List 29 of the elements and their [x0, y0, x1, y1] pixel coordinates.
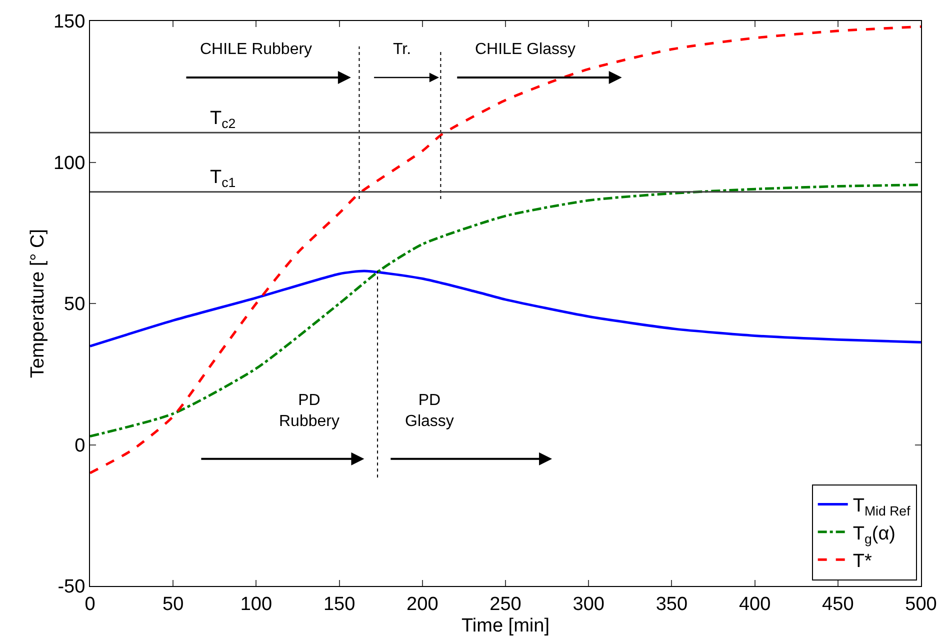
annotation: PD Rubbery: [279, 392, 340, 430]
annotation: PD Glassy: [405, 392, 454, 430]
y-tick-label: -50: [58, 576, 86, 598]
x-tick-label: 250: [490, 594, 522, 615]
x-tick-label: 50: [162, 594, 184, 615]
legend-label: T*: [852, 551, 872, 572]
annotation: CHILE Rubbery: [200, 41, 312, 58]
annotation: Tr.: [393, 41, 412, 58]
legend-label: T$_{g}$(α): [852, 523, 896, 546]
x-axis-title: Time [min]: [462, 616, 550, 637]
x-tick-label: 350: [656, 594, 688, 615]
x-tick-label: 150: [323, 594, 356, 615]
y-axis-title: Temperature [° C]: [27, 228, 48, 378]
y-tick-label: 150: [53, 12, 86, 33]
y-tick-label: 50: [64, 294, 86, 316]
x-tick-label: 450: [822, 594, 854, 615]
y-tick-label: 100: [53, 152, 86, 174]
legend-label: T$_{Mid Ref}$: [852, 496, 911, 519]
y-tick-label: 0: [74, 435, 86, 456]
ref-line-label: T$_{c1}$: [210, 167, 236, 190]
x-tick-label: 300: [572, 594, 604, 615]
x-tick-label: 400: [738, 594, 771, 615]
line-series: [90, 25, 921, 474]
annotation: CHILE Glassy: [475, 41, 576, 58]
x-tick-label: 100: [240, 594, 272, 615]
line-series: [90, 270, 921, 348]
x-tick-label: 200: [406, 594, 438, 615]
x-tick-label: 500: [905, 594, 937, 615]
ref-line-label: T$_{c2}$: [210, 108, 236, 131]
